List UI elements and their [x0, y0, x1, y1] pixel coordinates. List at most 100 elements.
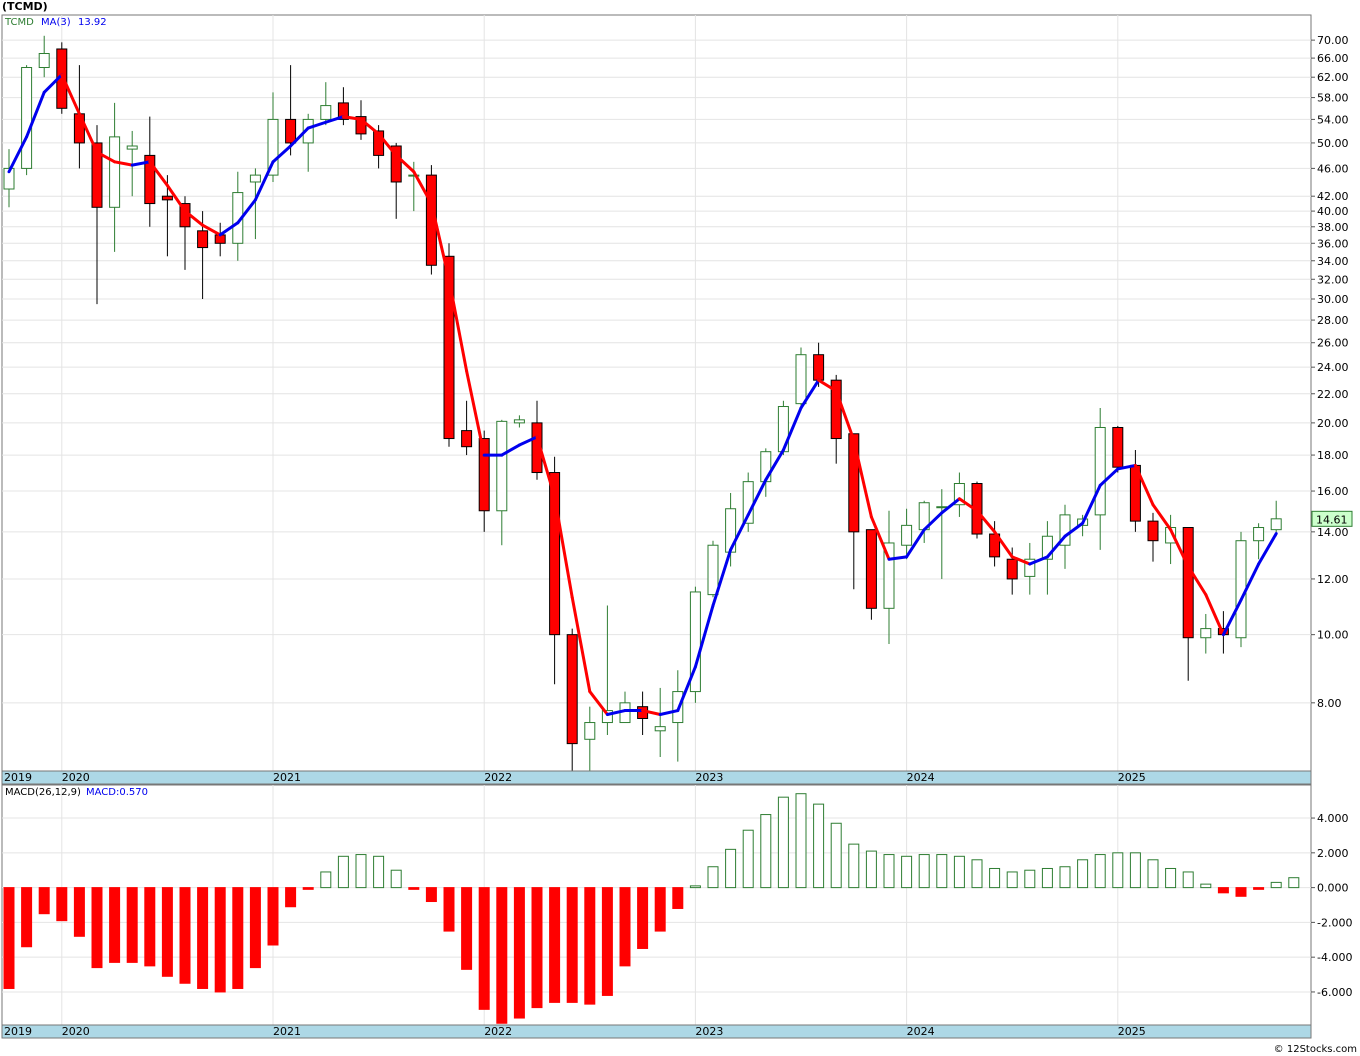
price-x-label: 2025 — [1118, 771, 1146, 784]
ma-segment — [377, 132, 398, 157]
macd-bar — [813, 803, 825, 889]
ma-segment — [834, 389, 856, 442]
last-price-badge: 14.61 — [1311, 510, 1353, 527]
macd-x-axis-band — [1, 1024, 1312, 1039]
price-y-tick-label: 70.00 — [1317, 34, 1349, 47]
candle-body — [1147, 520, 1159, 542]
price-y-tick-label: 12.00 — [1317, 573, 1349, 586]
price-y-tick-label: 38.00 — [1317, 221, 1349, 234]
ma-legend-value: 13.92 — [78, 17, 107, 28]
candle — [38, 35, 50, 78]
ma-segment — [113, 160, 134, 167]
candle-body — [1112, 426, 1124, 468]
macd-bar — [513, 887, 525, 1019]
candle — [161, 175, 173, 257]
ma-segment — [922, 511, 944, 532]
price-y-tick-label: 54.00 — [1317, 113, 1349, 126]
macd-bar — [1235, 887, 1247, 897]
macd-bar — [337, 855, 349, 889]
candle — [320, 82, 332, 126]
candle — [109, 102, 121, 252]
price-y-tick-label: 18.00 — [1317, 449, 1349, 462]
ma-segment — [764, 448, 785, 482]
ma-segment — [1063, 521, 1085, 538]
ma-segment — [7, 135, 29, 174]
candle-body — [38, 53, 50, 69]
macd-bar — [109, 887, 121, 963]
candle — [654, 687, 666, 758]
price-panel — [1, 14, 1312, 772]
macd-x-label: 2025 — [1118, 1025, 1146, 1038]
candle — [1270, 500, 1282, 537]
ma-segment — [95, 150, 117, 164]
macd-y-tick-label: 0.000 — [1317, 882, 1349, 895]
macd-y-tick-label: -6.000 — [1317, 986, 1352, 999]
macd-bar — [637, 887, 649, 949]
macd-bar — [232, 887, 244, 989]
macd-bar — [1182, 871, 1194, 889]
candle — [584, 706, 596, 776]
ma-segment — [218, 221, 240, 237]
candle — [496, 419, 508, 546]
ma-segment — [1028, 555, 1049, 566]
ma-segment — [130, 160, 152, 167]
ma-segment — [253, 160, 275, 202]
macd-bar — [425, 887, 437, 903]
candle-body — [1006, 558, 1018, 580]
price-y-tick-label: 36.00 — [1317, 237, 1349, 250]
macd-bar — [320, 871, 332, 889]
ma-segment — [711, 548, 733, 608]
candle — [91, 125, 103, 305]
candle-body — [1094, 426, 1106, 516]
ma-segment — [429, 202, 451, 281]
candle-body — [601, 710, 613, 724]
candle — [883, 510, 895, 644]
ma-segment — [1045, 534, 1067, 559]
macd-bar — [549, 887, 561, 1003]
macd-bar — [1147, 859, 1159, 889]
macd-y-tick-label: -2.000 — [1317, 916, 1352, 929]
macd-legend-value: MACD:0.570 — [86, 787, 148, 798]
ma-segment — [77, 112, 99, 154]
ma-segment — [517, 435, 539, 447]
price-y-tick-label: 32.00 — [1317, 273, 1349, 286]
candle — [1094, 407, 1106, 550]
ma-legend-label: MA(3) — [41, 17, 71, 28]
macd-bar — [1129, 852, 1141, 889]
candle-body — [707, 544, 719, 596]
chart-title: (TCMD) — [2, 0, 48, 13]
ma-segment — [553, 495, 574, 599]
ma-segment — [1169, 528, 1190, 568]
candle-body — [1253, 527, 1265, 542]
price-y-tick-label: 50.00 — [1317, 137, 1349, 150]
macd-bar — [73, 887, 85, 937]
candle — [689, 586, 701, 703]
candle — [461, 400, 473, 456]
ma-segment — [324, 115, 345, 124]
ma-segment — [341, 115, 363, 121]
price-x-axis-band — [1, 770, 1312, 785]
ma-segment — [412, 170, 433, 206]
ma-segment — [993, 530, 1014, 559]
candle-body — [373, 130, 385, 156]
candle — [865, 529, 877, 620]
macd-x-axis: 2019 2020 2021 2022 2023 2024 2025 — [4, 1025, 1146, 1038]
macd-x-label: 2020 — [62, 1025, 90, 1038]
price-y-tick-label: 26.00 — [1317, 337, 1349, 350]
macd-bar — [672, 887, 684, 909]
candle — [953, 472, 965, 517]
candle — [1253, 523, 1265, 560]
ma-segment — [676, 665, 697, 713]
candle-body — [337, 102, 349, 120]
candle — [249, 168, 261, 240]
macd-histogram — [3, 793, 1300, 1024]
macd-bar — [408, 887, 420, 890]
ma-segment — [1133, 463, 1155, 507]
candle — [513, 415, 525, 428]
macd-bar — [1253, 887, 1265, 890]
ma-segment — [535, 435, 557, 499]
macd-bar — [654, 887, 666, 932]
macd-bar — [1059, 866, 1071, 889]
candle-body — [654, 726, 666, 732]
macd-bar — [38, 887, 50, 915]
